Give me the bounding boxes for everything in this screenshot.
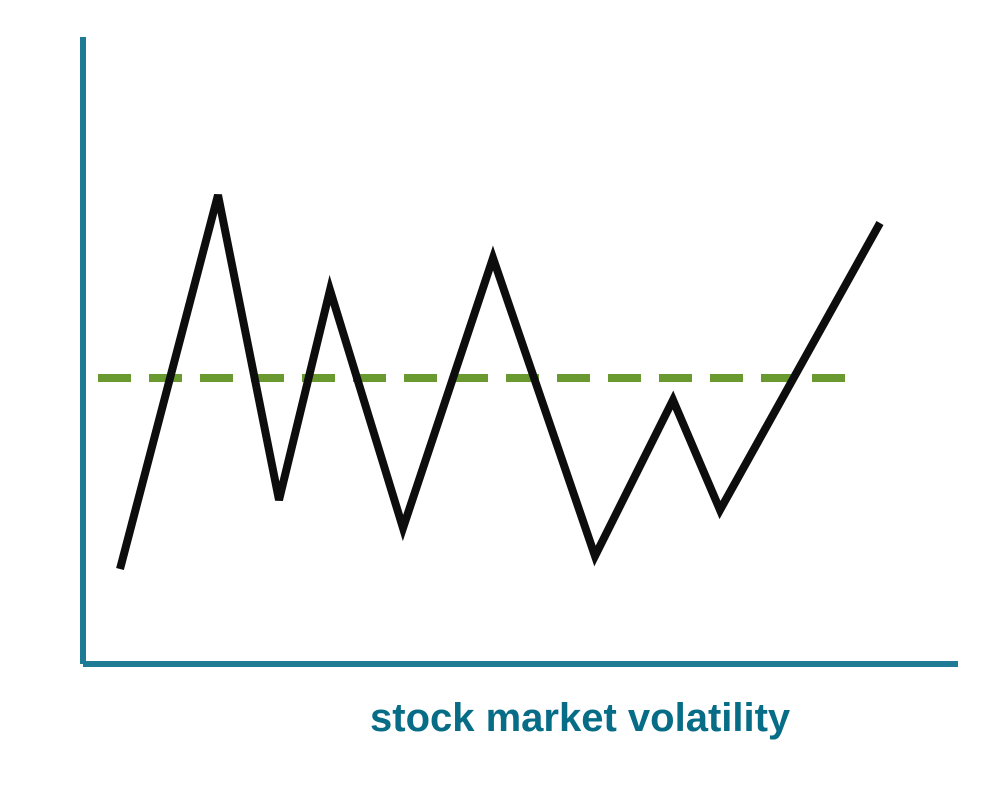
chart-svg [0,0,1000,800]
chart-background [0,0,1000,800]
volatility-chart: stock market volatility [0,0,1000,800]
chart-caption: stock market volatility [370,696,790,741]
